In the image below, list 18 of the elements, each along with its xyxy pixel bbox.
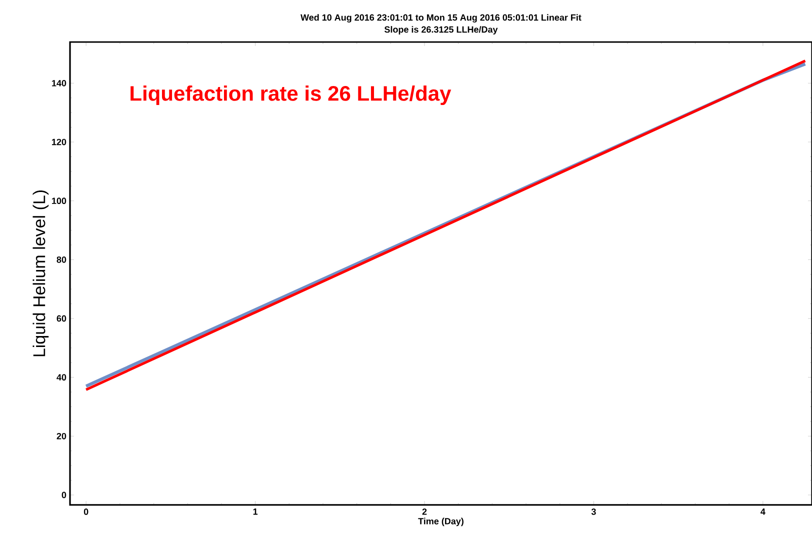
x-tick-label: 2 [422, 508, 427, 515]
y-axis-title: Liquid Helium level (L) [32, 190, 49, 356]
y-tick-label: 60 [56, 315, 66, 322]
y-tick-label: 80 [56, 256, 66, 263]
y-tick-label: 100 [52, 198, 66, 204]
y-tick-label: 120 [52, 138, 66, 146]
x-tick-label: 3 [591, 508, 596, 515]
x-tick-label: 1 [253, 508, 258, 515]
y-tick-label: 140 [52, 80, 66, 86]
chart-title: Wed 10 Aug 2016 23:01:01 to Mon 15 Aug 2016 05:01:01 Linear Fit [300, 14, 582, 23]
annotation: Liquefaction rate is 26 LLHe/day [130, 85, 452, 106]
y-tick-label: 0 [62, 492, 66, 498]
chart-subtitle: Slope is 26.3125 LLHe/Day [384, 26, 498, 34]
x-axis-title: Time (Day) [418, 518, 464, 526]
x-tick-label: 0 [84, 508, 88, 515]
y-tick-label: 20 [56, 432, 66, 440]
y-tick-label: 40 [56, 374, 66, 381]
x-tick-label: 4 [760, 508, 766, 515]
